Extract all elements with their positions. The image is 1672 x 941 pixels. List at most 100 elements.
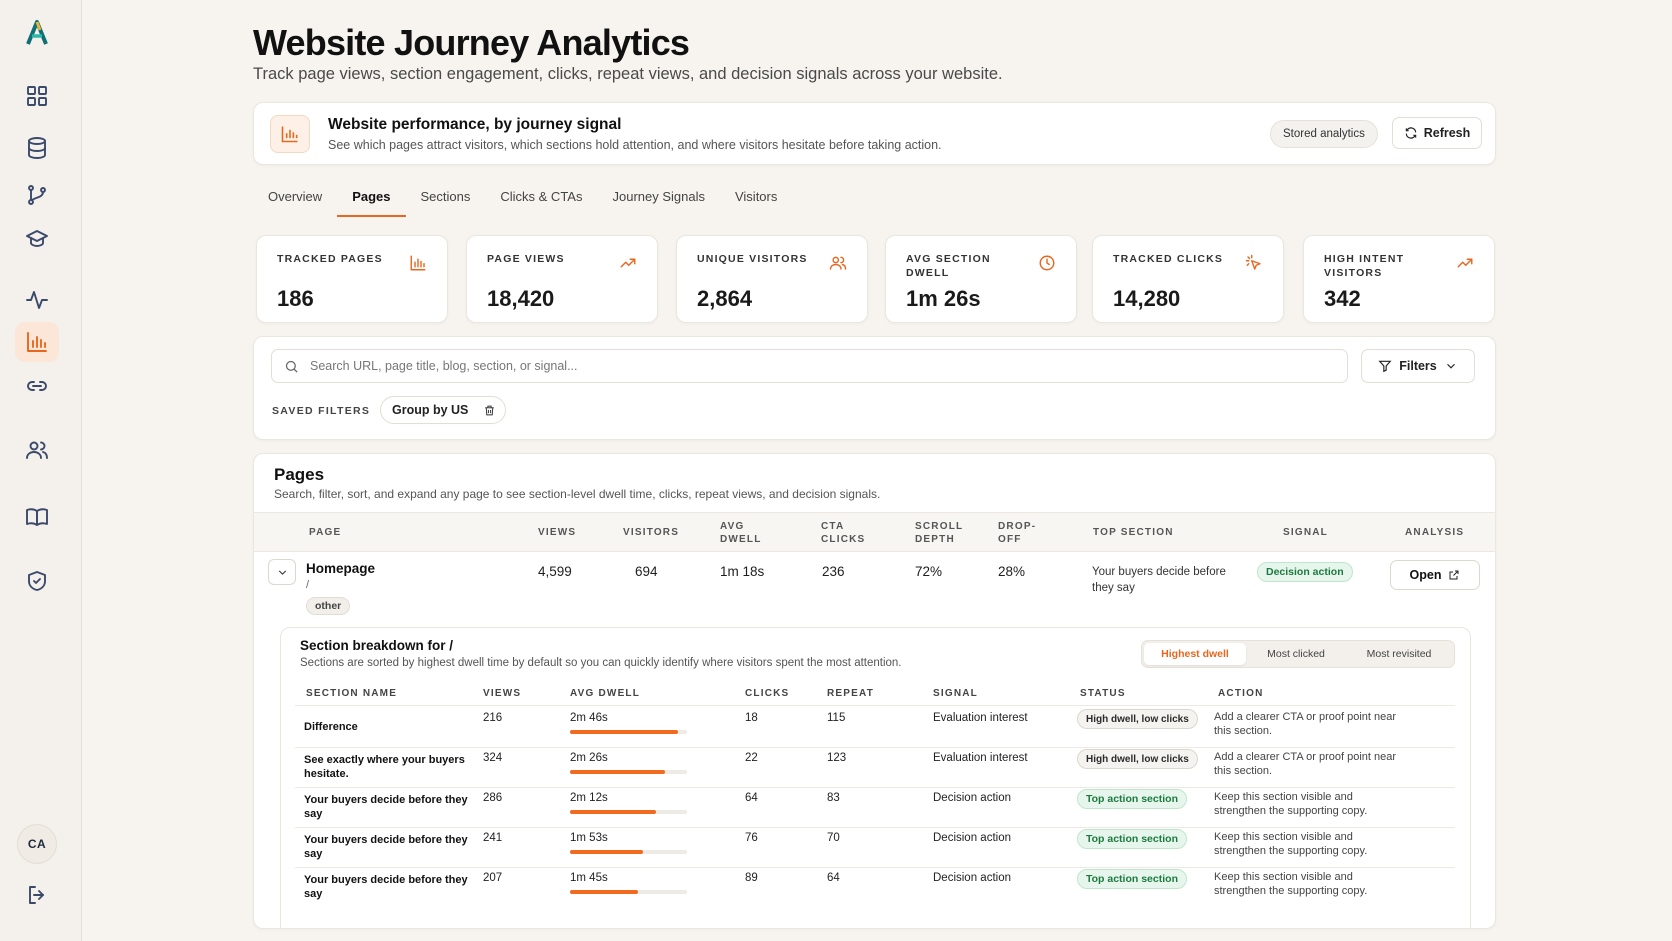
- column-header[interactable]: Views: [538, 527, 577, 538]
- section-clicks: 76: [745, 832, 758, 844]
- sidebar-item-links[interactable]: [15, 366, 59, 406]
- git-branch-icon: [28, 185, 46, 205]
- dwell-bar-track: [570, 890, 687, 894]
- signal-badge: Decision action: [1257, 562, 1353, 582]
- filters-button[interactable]: Filters: [1361, 349, 1475, 383]
- section-signal: Evaluation interest: [933, 752, 1028, 764]
- column-header[interactable]: Analysis: [1405, 527, 1465, 538]
- pointer-click-icon: [1245, 254, 1263, 272]
- stat-value: 342: [1324, 286, 1361, 311]
- stored-analytics-badge: Stored analytics: [1270, 120, 1378, 148]
- sidebar-item-database[interactable]: [15, 128, 59, 168]
- trash-icon[interactable]: [483, 404, 496, 417]
- dwell-bar-fill: [570, 850, 643, 854]
- dwell-bar-fill: [570, 730, 678, 734]
- performance-title: Website performance, by journey signal: [328, 116, 622, 133]
- shield-check-icon: [28, 571, 46, 591]
- book-open-icon: [26, 508, 48, 526]
- section-views: 241: [483, 832, 503, 844]
- divider: [295, 867, 1455, 868]
- saved-filter-chip[interactable]: Group by US: [380, 396, 506, 424]
- section-name[interactable]: See exactly where your buyers hesitate.: [304, 754, 465, 780]
- section-action: Keep this section visible and strengthen…: [1214, 791, 1368, 817]
- stat-value: 2,864: [697, 286, 753, 311]
- trending-up-icon: [1456, 254, 1474, 272]
- sort-toggle: Highest dwell Most clicked Most revisite…: [1141, 640, 1455, 668]
- column-header[interactable]: Page: [309, 527, 342, 538]
- tab-pages[interactable]: Pages: [337, 180, 406, 217]
- page-views: 4,599: [538, 564, 572, 579]
- section-name[interactable]: Your buyers decide before they say: [304, 874, 468, 900]
- refresh-label: Refresh: [1423, 126, 1471, 140]
- sidebar-item-users[interactable]: [15, 430, 59, 470]
- divider: [295, 827, 1455, 828]
- section-clicks: 18: [745, 712, 758, 724]
- status-badge: Top action section: [1077, 829, 1187, 849]
- tab-visitors[interactable]: Visitors: [734, 189, 778, 204]
- section-avg-dwell: 2m 46s: [570, 712, 608, 724]
- sidebar-item-analytics[interactable]: [15, 322, 59, 362]
- stat-label: Avg section dwell: [906, 253, 991, 279]
- column-header: Views: [483, 688, 522, 699]
- column-header: Section name: [306, 688, 398, 699]
- open-analysis-button[interactable]: Open: [1390, 560, 1480, 590]
- column-header[interactable]: Drop-off: [998, 521, 1037, 545]
- tab-overview[interactable]: Overview: [268, 189, 323, 204]
- sidebar-item-learning[interactable]: [15, 219, 59, 259]
- users-icon: [26, 441, 48, 459]
- section-action: Add a clearer CTA or proof point near th…: [1214, 751, 1397, 777]
- tab-clicks-ctas[interactable]: Clicks & CTAs: [500, 189, 583, 204]
- trending-up-icon: [619, 254, 637, 272]
- stat-label: Page views: [487, 253, 565, 265]
- search-icon: [285, 360, 298, 373]
- link-icon: [27, 381, 47, 391]
- section-action: Keep this section visible and strengthen…: [1214, 831, 1368, 857]
- dwell-bar-track: [570, 770, 687, 774]
- sidebar-item-logout[interactable]: [15, 875, 59, 915]
- stat-card-page-views: Page views 18,420: [466, 235, 658, 323]
- page-top-section: Your buyers decide before they say: [1092, 566, 1226, 594]
- status-badge: Top action section: [1077, 869, 1187, 889]
- section-views: 324: [483, 752, 503, 764]
- sidebar-item-activity[interactable]: [15, 280, 59, 320]
- section-name[interactable]: Your buyers decide before they say: [304, 834, 468, 860]
- sort-highest-dwell[interactable]: Highest dwell: [1144, 643, 1246, 665]
- page-name[interactable]: Homepage: [306, 561, 376, 576]
- column-header[interactable]: Avg dwell: [720, 521, 762, 545]
- tab-sections[interactable]: Sections: [420, 189, 471, 204]
- tab-journey-signals[interactable]: Journey Signals: [612, 189, 705, 204]
- section-repeat: 70: [827, 832, 840, 844]
- sort-most-clicked[interactable]: Most clicked: [1267, 648, 1325, 660]
- sidebar-item-dashboard[interactable]: [15, 76, 59, 116]
- section-name[interactable]: Difference: [304, 721, 358, 733]
- sidebar-item-docs[interactable]: [15, 497, 59, 537]
- refresh-button[interactable]: Refresh: [1392, 117, 1482, 149]
- section-name[interactable]: Your buyers decide before they say: [304, 794, 468, 820]
- divider: [295, 705, 1455, 706]
- bar-chart-icon: [27, 332, 47, 352]
- stat-card-avg-section-dwell: Avg section dwell 1m 26s: [885, 235, 1077, 323]
- column-header[interactable]: Visitors: [623, 527, 680, 538]
- sidebar-item-branch[interactable]: [15, 175, 59, 215]
- column-header: Repeat: [827, 688, 875, 699]
- page-avg-dwell: 1m 18s: [720, 564, 765, 579]
- section-avg-dwell: 1m 45s: [570, 872, 608, 884]
- column-header[interactable]: Scroll depth: [915, 521, 964, 545]
- avatar[interactable]: CA: [17, 824, 57, 864]
- activity-icon: [26, 291, 48, 309]
- page-tag: other: [306, 597, 351, 615]
- external-link-icon: [1449, 570, 1459, 580]
- search-input[interactable]: [310, 350, 1330, 382]
- sidebar-item-security[interactable]: [15, 561, 59, 601]
- expand-row-button[interactable]: [268, 559, 296, 585]
- sort-most-revisited[interactable]: Most revisited: [1366, 648, 1432, 660]
- pages-title: Pages: [274, 465, 325, 484]
- section-signal: Decision action: [933, 832, 1011, 844]
- column-header[interactable]: CTA clicks: [821, 521, 866, 545]
- column-header: Status: [1080, 688, 1126, 699]
- column-header[interactable]: Top section: [1093, 527, 1174, 538]
- stat-card-tracked-pages: Tracked pages 186: [256, 235, 448, 323]
- stat-card-tracked-clicks: Tracked clicks 14,280: [1092, 235, 1284, 323]
- column-header[interactable]: Signal: [1283, 527, 1328, 538]
- app-logo-icon[interactable]: [20, 16, 54, 50]
